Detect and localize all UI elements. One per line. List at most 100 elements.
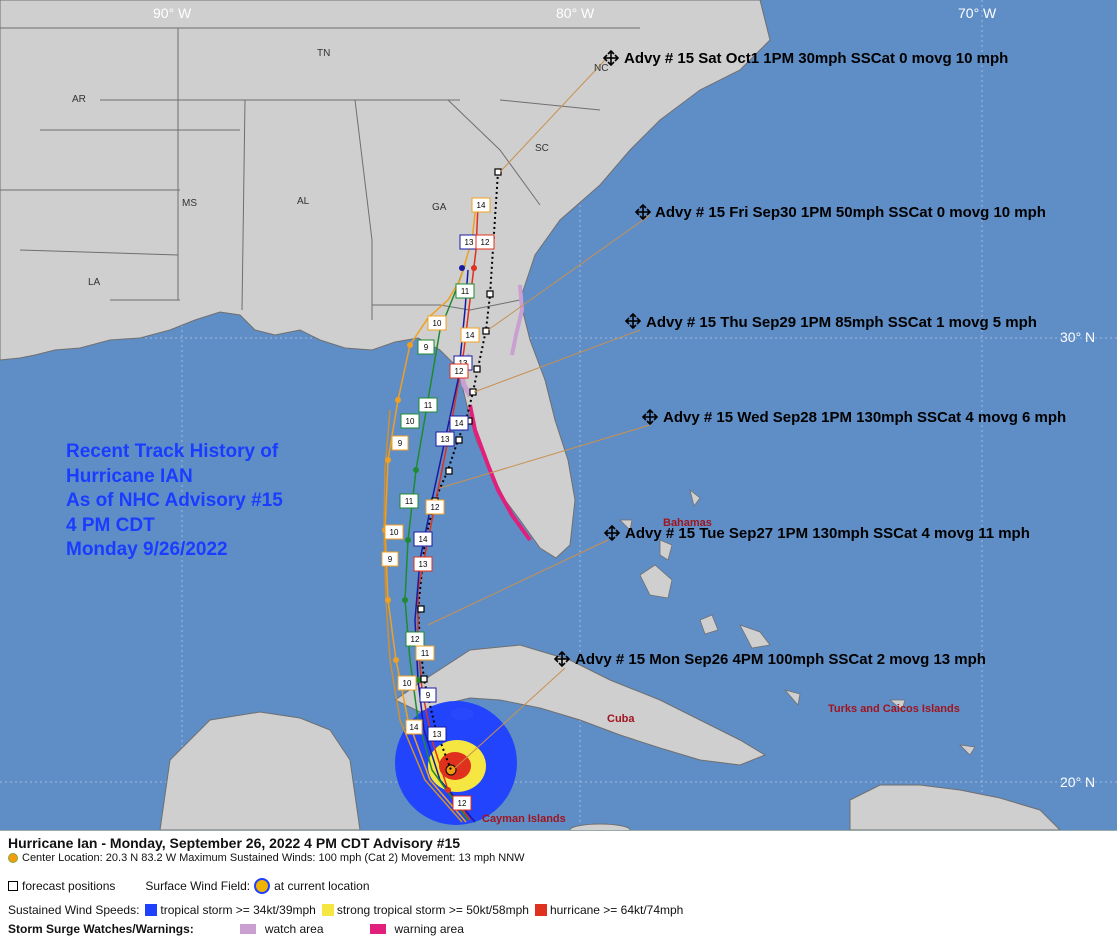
longitude-labels: 90° W 80° W 70° W [153, 5, 997, 21]
advisory-sep28: Advy # 15 Wed Sep28 1PM 130mph SSCat 4 m… [663, 409, 1066, 426]
svg-text:9: 9 [388, 555, 393, 564]
day-marker: 11 [399, 493, 419, 509]
forecast-position-icon [8, 881, 18, 891]
svg-text:Recent Track History of: Recent Track History of [66, 441, 279, 462]
lat-20n: 20° N [1060, 774, 1095, 790]
legend-center-info: Center Location: 20.3 N 83.2 W Maximum S… [8, 852, 525, 864]
svg-text:12: 12 [455, 367, 464, 376]
svg-text:9: 9 [424, 343, 429, 352]
day-marker: 14 [460, 327, 480, 343]
svg-text:11: 11 [424, 401, 433, 410]
crosshair-icons [553, 49, 659, 668]
svg-text:12: 12 [458, 799, 467, 808]
svg-text:Monday 9/26/2022: Monday 9/26/2022 [66, 539, 228, 560]
day-marker: 12 [475, 234, 495, 250]
day-marker: 9 [391, 435, 409, 451]
svg-text:14: 14 [455, 419, 464, 428]
day-marker: 9 [417, 339, 435, 355]
state-labels: AR TN NC SC MS AL GA LA [72, 48, 608, 288]
tropical-storm-swatch [145, 904, 158, 916]
fl-surge-warning [468, 404, 532, 542]
day-marker: 14 [413, 531, 433, 547]
day-marker: 11 [455, 283, 475, 299]
svg-text:14: 14 [419, 535, 428, 544]
day-markers: 14 13 12 11 10 9 14 13 12 11 10 9 14 13 … [381, 197, 495, 811]
leader-lines [427, 59, 651, 769]
svg-text:14: 14 [477, 201, 486, 210]
region-labels: Bahamas Cuba Turks and Caicos Islands Ca… [482, 517, 960, 825]
legend-title: Hurricane Ian - Monday, September 26, 20… [8, 835, 461, 851]
advisory-labels: Advy # 15 Sat Oct1 1PM 30mph SSCat 0 mov… [575, 50, 1066, 668]
svg-text:12: 12 [481, 238, 490, 247]
state-al: AL [297, 196, 310, 207]
day-marker: 14 [405, 719, 423, 735]
state-nc: NC [594, 63, 608, 74]
day-marker: 13 [427, 726, 447, 742]
day-marker: 10 [427, 315, 447, 331]
svg-text:13: 13 [465, 238, 474, 247]
svg-text:10: 10 [406, 417, 415, 426]
day-marker: 9 [381, 551, 399, 567]
storm-track-map[interactable]: 14 13 12 11 10 9 14 13 12 11 10 9 14 13 … [0, 0, 1117, 837]
center-location-icon [8, 853, 18, 863]
day-marker: 13 [413, 556, 433, 572]
atlantic-surge-watch [510, 284, 525, 356]
advisory-sep29: Advy # 15 Thu Sep29 1PM 85mph SSCat 1 mo… [646, 314, 1037, 331]
state-borders [0, 27, 640, 320]
state-ar: AR [72, 94, 86, 105]
svg-text:10: 10 [403, 679, 412, 688]
label-bahamas: Bahamas [663, 517, 712, 529]
label-cayman: Cayman Islands [482, 813, 566, 825]
day-marker: 12 [452, 795, 472, 811]
state-ms: MS [182, 198, 197, 209]
legend-panel: Hurricane Ian - Monday, September 26, 20… [0, 830, 1117, 941]
day-marker: 12 [449, 363, 469, 379]
state-tn: TN [317, 48, 330, 59]
day-marker: 10 [400, 413, 420, 429]
day-marker: 9 [419, 687, 437, 703]
legend-surge-row: Storm Surge Watches/Warnings: watch area… [8, 922, 464, 936]
advisory-sep30: Advy # 15 Fri Sep30 1PM 50mph SSCat 0 mo… [655, 204, 1046, 221]
svg-text:12: 12 [431, 503, 440, 512]
svg-text:Hurricane IAN: Hurricane IAN [66, 466, 193, 487]
state-sc: SC [535, 143, 549, 154]
hurricane-swatch [534, 904, 547, 916]
svg-text:4 PM CDT: 4 PM CDT [66, 515, 155, 536]
lon-80w: 80° W [556, 5, 595, 21]
svg-text:11: 11 [421, 649, 430, 658]
svg-text:As of NHC Advisory #15: As of NHC Advisory #15 [66, 490, 283, 511]
warning-swatch [369, 924, 386, 934]
svg-text:14: 14 [466, 331, 475, 340]
svg-text:9: 9 [426, 691, 431, 700]
label-turks-caicos: Turks and Caicos Islands [828, 703, 960, 715]
svg-text:11: 11 [405, 497, 414, 506]
label-cuba: Cuba [607, 713, 635, 725]
state-la: LA [88, 277, 101, 288]
day-marker: 10 [384, 524, 404, 540]
advisory-sep26: Advy # 15 Mon Sep26 4PM 100mph SSCat 2 m… [575, 651, 986, 668]
lon-70w: 70° W [958, 5, 997, 21]
advisory-sep27: Advy # 15 Tue Sep27 1PM 130mph SSCat 4 m… [625, 525, 1030, 542]
legend-forecast-row: forecast positions Surface Wind Field: a… [8, 878, 370, 894]
advisory-oct1: Advy # 15 Sat Oct1 1PM 30mph SSCat 0 mov… [624, 50, 1008, 67]
lat-30n: 30° N [1060, 329, 1095, 345]
svg-text:12: 12 [411, 635, 420, 644]
bahamas-islands [619, 488, 976, 756]
svg-text:10: 10 [390, 528, 399, 537]
svg-text:11: 11 [461, 287, 470, 296]
svg-text:9: 9 [398, 439, 403, 448]
yucatan [159, 711, 361, 831]
day-marker: 11 [415, 645, 435, 661]
lon-90w: 90° W [153, 5, 192, 21]
day-marker: 13 [459, 234, 479, 250]
legend-wind-speed-row: Sustained Wind Speeds: tropical storm >=… [8, 903, 684, 917]
svg-text:13: 13 [419, 560, 428, 569]
day-marker: 12 [405, 631, 425, 647]
watch-swatch [239, 924, 256, 934]
state-ga: GA [432, 202, 447, 213]
day-marker: 13 [435, 431, 455, 447]
wind-field-icon [254, 878, 271, 894]
svg-text:13: 13 [441, 435, 450, 444]
latitude-labels: 30° N 20° N [1060, 329, 1095, 790]
svg-text:10: 10 [433, 319, 442, 328]
